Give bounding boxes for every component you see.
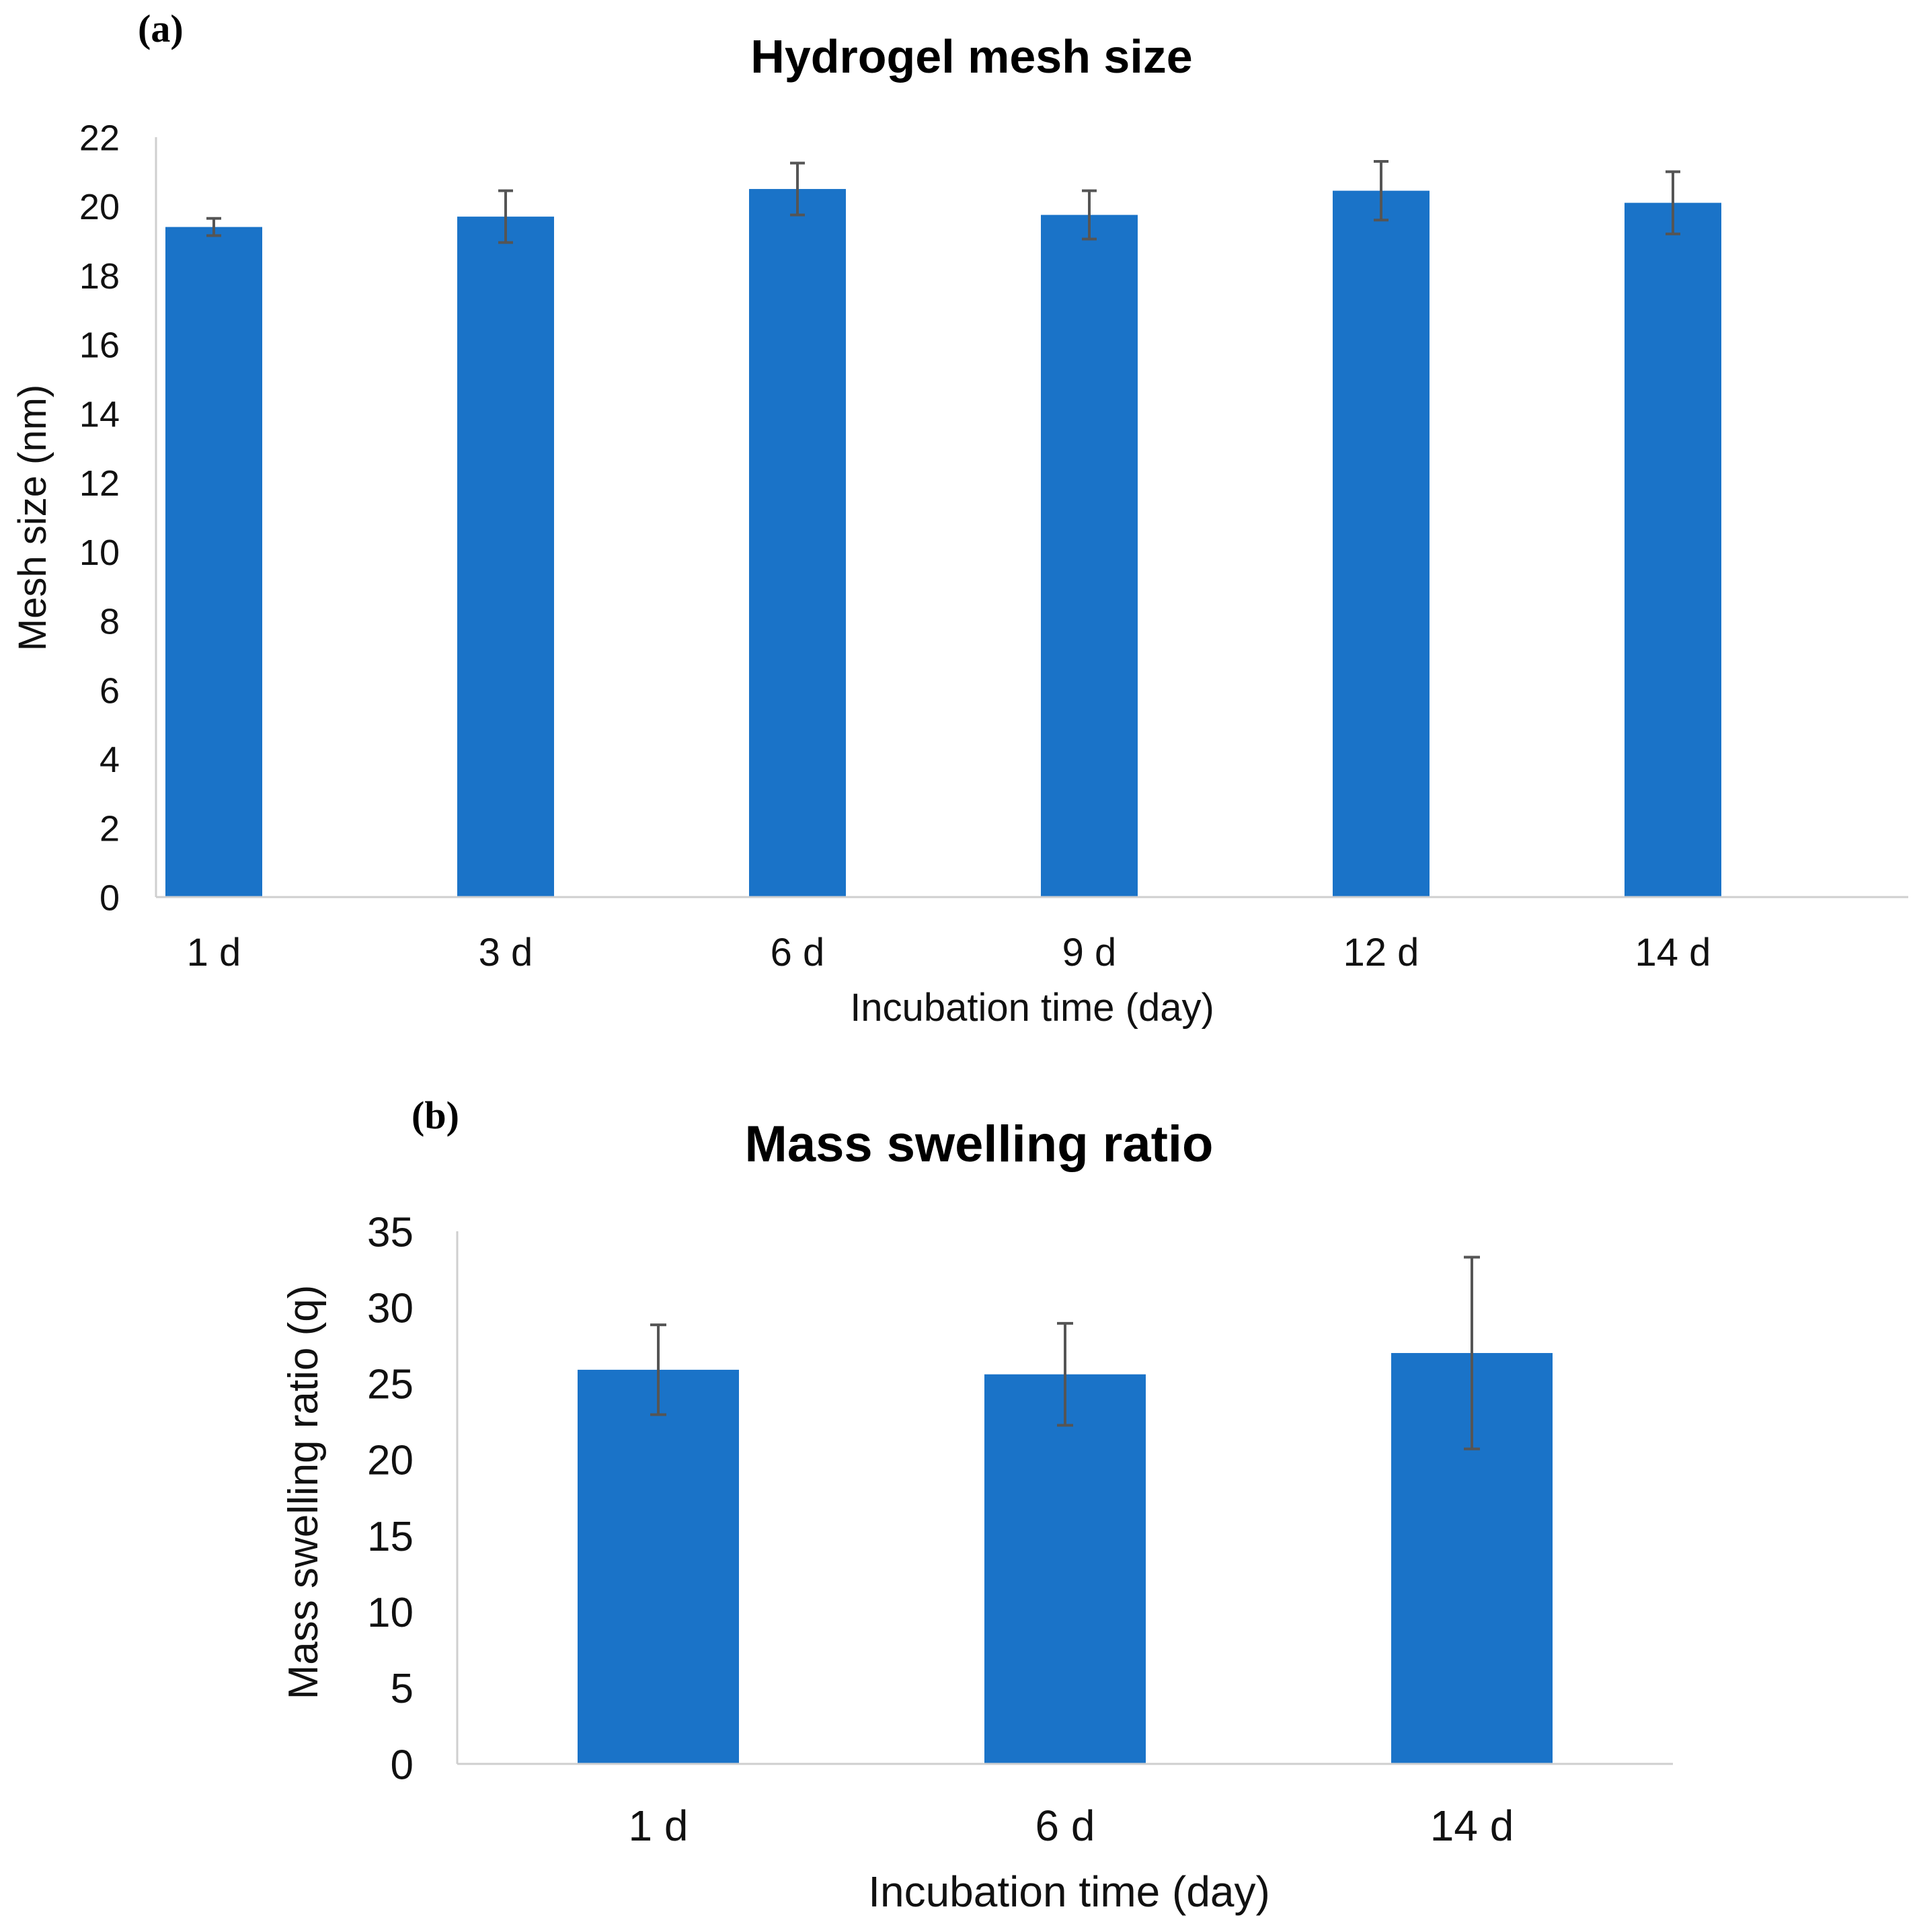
y-tick-label: 5 (391, 1666, 414, 1712)
x-tick-label: 1 d (187, 931, 241, 974)
bar (1041, 215, 1138, 897)
x-tick-label: 14 d (1635, 931, 1711, 974)
y-tick-label: 10 (79, 533, 120, 573)
axes-a (155, 137, 1908, 898)
x-tick-label: 9 d (1062, 931, 1117, 974)
y-tick-label: 18 (79, 256, 120, 297)
y-tick-label: 30 (367, 1285, 414, 1331)
chart-title-b: Mass swelling ratio (745, 1116, 1214, 1173)
x-tick-label: 12 d (1343, 931, 1419, 974)
bar (1333, 190, 1430, 897)
panel-label-a: (a) (138, 7, 184, 50)
error-bars-b (650, 1255, 1480, 1451)
y-tick-label: 15 (367, 1514, 414, 1560)
x-tick-label: 6 d (1035, 1802, 1095, 1850)
y-tick-label: 14 (79, 394, 120, 434)
chart-title-a: Hydrogel mesh size (750, 30, 1192, 83)
y-tick-label: 20 (367, 1438, 414, 1484)
error-bars-a (206, 159, 1680, 244)
y-tick-label: 12 (79, 463, 120, 504)
bar (578, 1369, 739, 1764)
y-ticks-a: 0 2 4 6 8 10 12 14 16 18 20 22 (79, 118, 120, 918)
bar (984, 1374, 1146, 1764)
panel-label-b: (b) (412, 1093, 459, 1137)
y-tick-label: 16 (79, 325, 120, 366)
axes-b (456, 1231, 1673, 1765)
bar (749, 189, 846, 898)
y-tick-label: 0 (391, 1742, 414, 1788)
x-axis-label-a: Incubation time (day) (850, 986, 1214, 1030)
y-axis-label-b: Mass swelling ratio (q) (280, 1285, 327, 1700)
chart-mesh-size: (a) Hydrogel mesh size Mesh size (nm) In… (11, 7, 1908, 1030)
y-tick-label: 0 (100, 878, 120, 918)
chart-swelling-ratio: (b) Mass swelling ratio Mass swelling ra… (280, 1093, 1673, 1916)
bars-b (578, 1353, 1553, 1764)
x-tick-label: 14 d (1430, 1802, 1514, 1850)
bar (165, 227, 262, 898)
y-tick-label: 10 (367, 1590, 414, 1636)
bars-a (165, 189, 1721, 898)
y-tick-label: 20 (79, 187, 120, 227)
y-tick-label: 35 (367, 1209, 414, 1255)
bar (1625, 202, 1721, 897)
x-axis-label-b: Incubation time (day) (868, 1867, 1270, 1916)
y-tick-label: 2 (100, 809, 120, 849)
y-tick-label: 4 (100, 740, 120, 780)
y-tick-label: 6 (100, 670, 120, 711)
bar (457, 217, 554, 897)
x-tick-label: 3 d (479, 931, 533, 974)
x-tick-label: 6 d (771, 931, 825, 974)
y-axis-label-a: Mesh size (nm) (11, 385, 54, 651)
y-ticks-b: 0 5 10 15 20 25 30 35 (367, 1209, 414, 1788)
x-ticks-b: 1 d 6 d 14 d (629, 1802, 1514, 1850)
y-tick-label: 25 (367, 1362, 414, 1408)
x-tick-label: 1 d (629, 1802, 689, 1850)
y-tick-label: 8 (100, 602, 120, 642)
y-tick-label: 22 (79, 118, 120, 158)
x-ticks-a: 1 d 3 d 6 d 9 d 12 d 14 d (187, 931, 1711, 974)
